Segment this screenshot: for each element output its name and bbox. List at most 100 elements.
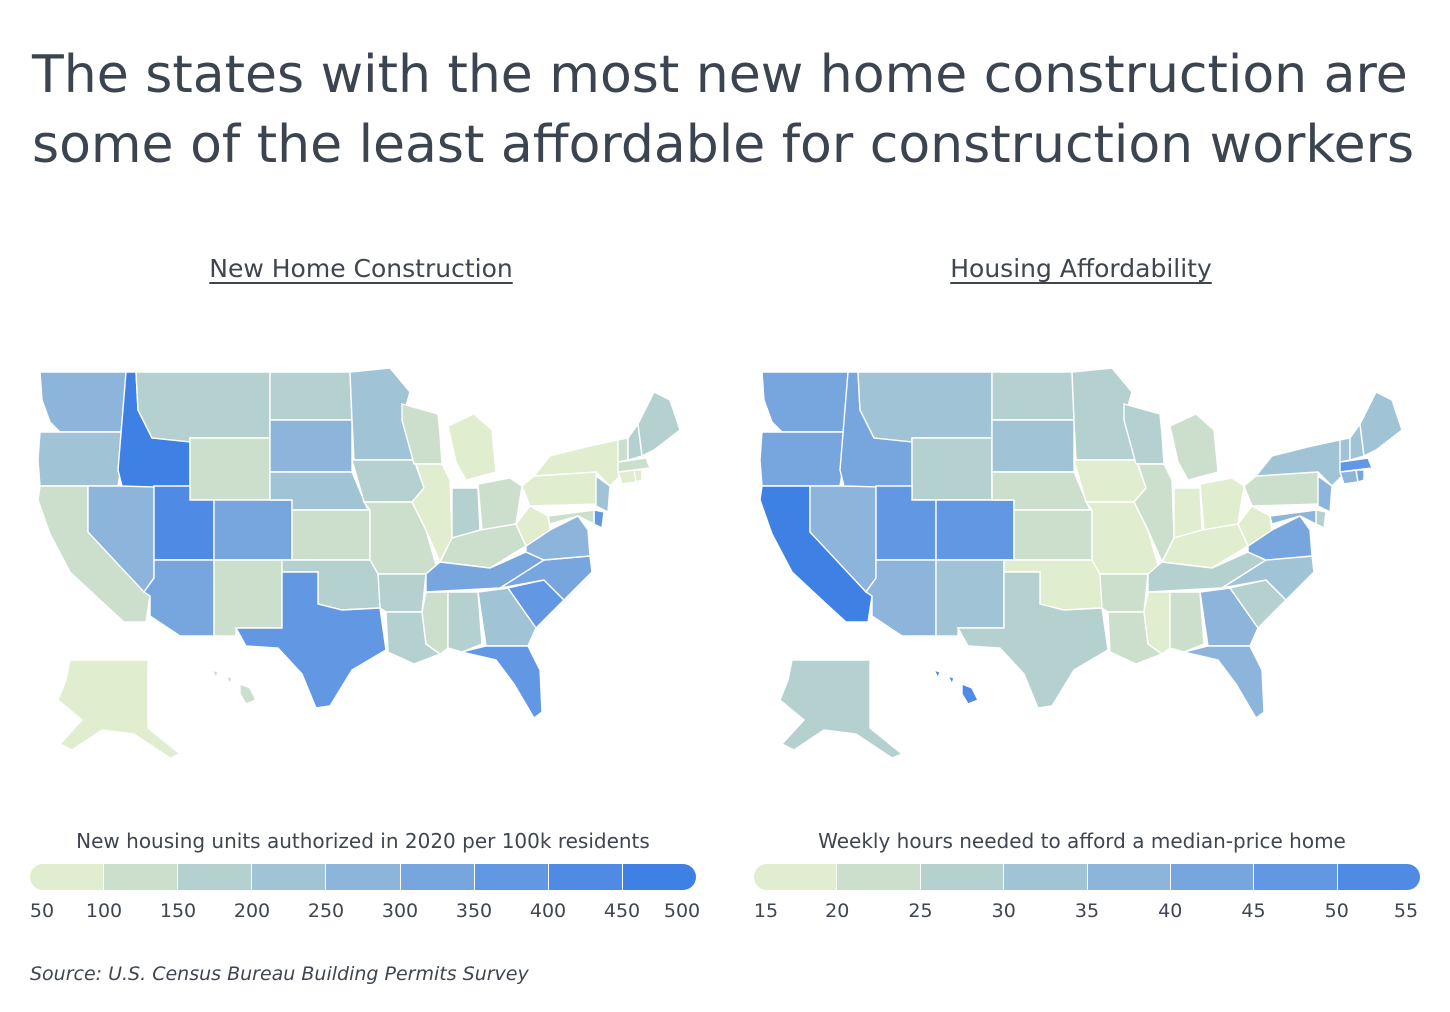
state-oh (477, 477, 523, 531)
legend-tick-label: 15 (753, 900, 779, 922)
legend-scale-construction (30, 864, 696, 890)
legend-swatch (1170, 864, 1255, 890)
state-nm (935, 559, 1005, 637)
legend-swatch (754, 864, 838, 890)
state-mi (447, 413, 497, 481)
state-fl (461, 645, 543, 720)
state-nj (1317, 474, 1333, 514)
state-co (935, 499, 1015, 561)
state-ga (1199, 587, 1259, 647)
state-nd (269, 371, 353, 421)
state-ga (477, 587, 537, 647)
state-az (143, 559, 215, 637)
state-sd (991, 419, 1075, 473)
legend-swatch (1337, 864, 1420, 890)
state-vt (617, 437, 629, 463)
state-ms (421, 591, 449, 655)
state-or (37, 431, 127, 487)
state-az (865, 559, 937, 637)
legend-tick-label: 500 (663, 900, 701, 922)
map-title-construction: New Home Construction (209, 254, 513, 283)
state-ks (291, 509, 371, 561)
legend-tick-label: 350 (455, 900, 493, 922)
legend-swatch (837, 864, 921, 890)
state-mt (857, 371, 993, 443)
state-wa (761, 371, 849, 433)
state-de (593, 509, 605, 530)
legend-swatch (622, 864, 696, 890)
us-map-construction (37, 367, 681, 759)
legend-tick-label: 20 (825, 900, 850, 922)
legend-tick-label: 200 (233, 900, 271, 922)
state-wa (39, 371, 127, 433)
source-note: Source: U.S. Census Bureau Building Perm… (30, 963, 529, 985)
legend-tick-label: 25 (908, 900, 933, 922)
state-ar (377, 573, 427, 613)
state-ma (1339, 457, 1373, 473)
legend-tick-label: 450 (603, 900, 641, 922)
legend-tick-label: 50 (29, 900, 55, 922)
legend-swatch (474, 864, 549, 890)
legend-tick-label: 300 (381, 900, 419, 922)
state-oh (1199, 477, 1245, 531)
legend-tick-label: 40 (1158, 900, 1183, 922)
state-ri (1355, 469, 1365, 483)
legend-swatch (400, 864, 475, 890)
legend-swatch (326, 864, 401, 890)
state-mt (135, 371, 271, 443)
state-hi (210, 668, 257, 705)
state-me (1359, 391, 1403, 458)
state-ri (633, 469, 643, 483)
legend-tick-label: 150 (159, 900, 197, 922)
state-sd (269, 419, 353, 473)
state-wy (189, 437, 271, 501)
state-nm (213, 559, 283, 637)
state-md (1269, 509, 1317, 526)
state-or (759, 431, 849, 487)
map-title-affordability: Housing Affordability (950, 254, 1212, 283)
legend-swatch (1087, 864, 1171, 890)
us-map-affordability (759, 367, 1403, 759)
state-al (1169, 591, 1205, 653)
state-wy (911, 437, 993, 501)
state-nd (991, 371, 1075, 421)
state-tx (234, 571, 387, 709)
state-tx (956, 571, 1109, 709)
state-vt (1339, 437, 1351, 463)
legend-tick-label: 100 (85, 900, 123, 922)
state-ma (617, 457, 651, 473)
state-co (213, 499, 293, 561)
legend-swatch (30, 864, 105, 890)
legend-swatch (178, 864, 253, 890)
state-me (637, 391, 681, 458)
state-ks (1013, 509, 1093, 561)
legend-tick-label: 35 (1074, 900, 1100, 922)
state-ak (57, 659, 182, 759)
state-hi (932, 668, 979, 705)
legend-swatch (252, 864, 327, 890)
state-ak (779, 659, 904, 759)
legend-swatch (104, 864, 179, 890)
state-mi (1169, 413, 1219, 481)
state-wv (515, 505, 551, 548)
state-va (1247, 515, 1313, 561)
legend-title-affordability: Weekly hours needed to afford a median-p… (818, 829, 1346, 853)
state-de (1315, 509, 1327, 530)
state-md (547, 509, 595, 526)
legend-tick-label: 55 (1393, 900, 1419, 922)
state-ia (351, 459, 425, 503)
legend-swatch (548, 864, 623, 890)
legend-tick-label: 45 (1241, 900, 1266, 922)
state-nj (595, 474, 611, 514)
legend-tick-label: 400 (529, 900, 567, 922)
legend-swatch (1254, 864, 1338, 890)
state-al (447, 591, 483, 653)
state-pa (521, 471, 603, 507)
state-ia (1073, 459, 1147, 503)
legend-tick-label: 30 (991, 900, 1016, 922)
state-wv (1237, 505, 1273, 548)
state-ms (1143, 591, 1171, 655)
state-va (525, 515, 591, 561)
chart-title: The states with the most new home constr… (32, 45, 1415, 175)
legend-title-construction: New housing units authorized in 2020 per… (76, 829, 650, 853)
